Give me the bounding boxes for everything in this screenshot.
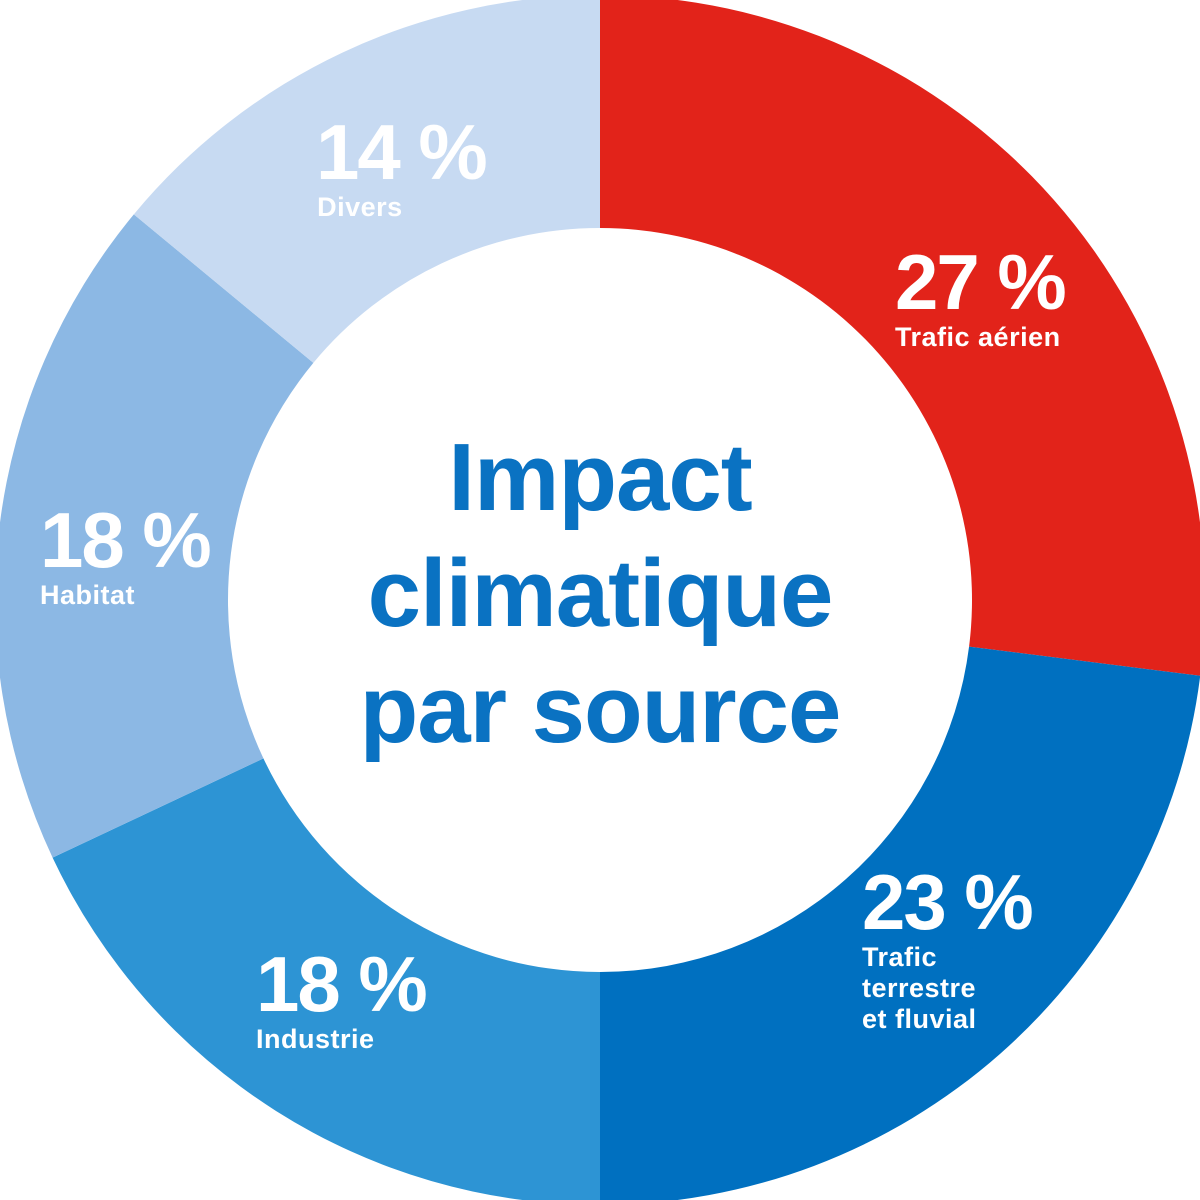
slice-category-label-line-2: terrestre	[862, 973, 977, 1003]
slice-value-label: 23 %	[862, 858, 1034, 946]
slice-category-label: Trafic aérien	[895, 322, 1061, 352]
slice-label-trafic-terrestre: 23 % Trafic terrestre et fluvial	[862, 858, 1034, 1035]
slice-category-label-line-3: et fluvial	[862, 1004, 977, 1034]
chart-title: Impact climatique par source	[300, 420, 900, 768]
chart-title-line-3: par source	[359, 656, 842, 763]
slice-category-label: Industrie	[256, 1024, 375, 1054]
slice-value-label: 18 %	[40, 496, 212, 584]
donut-slice-0	[600, 0, 1200, 676]
slice-value-label: 14 %	[316, 108, 488, 196]
slice-category-label: Divers	[317, 192, 403, 222]
slice-value-label: 27 %	[895, 238, 1067, 326]
slice-label-industrie: 18 % Industrie	[256, 940, 428, 1055]
donut-slice-2	[52, 758, 600, 1200]
chart-title-line-2: climatique	[367, 540, 834, 647]
slice-category-label-line-1: Trafic	[862, 942, 938, 972]
slice-label-divers: 14 % Divers	[316, 108, 488, 223]
donut-slice-3	[0, 214, 314, 858]
chart-title-line-1: Impact	[448, 424, 752, 531]
slice-category-label: Habitat	[40, 580, 136, 610]
donut-slice-4	[133, 0, 600, 363]
slice-value-label: 18 %	[256, 940, 428, 1028]
donut-slice-1	[600, 646, 1200, 1200]
slice-label-trafic-aerien: 27 % Trafic aérien	[895, 238, 1067, 353]
slice-label-habitat: 18 % Habitat	[40, 496, 212, 611]
